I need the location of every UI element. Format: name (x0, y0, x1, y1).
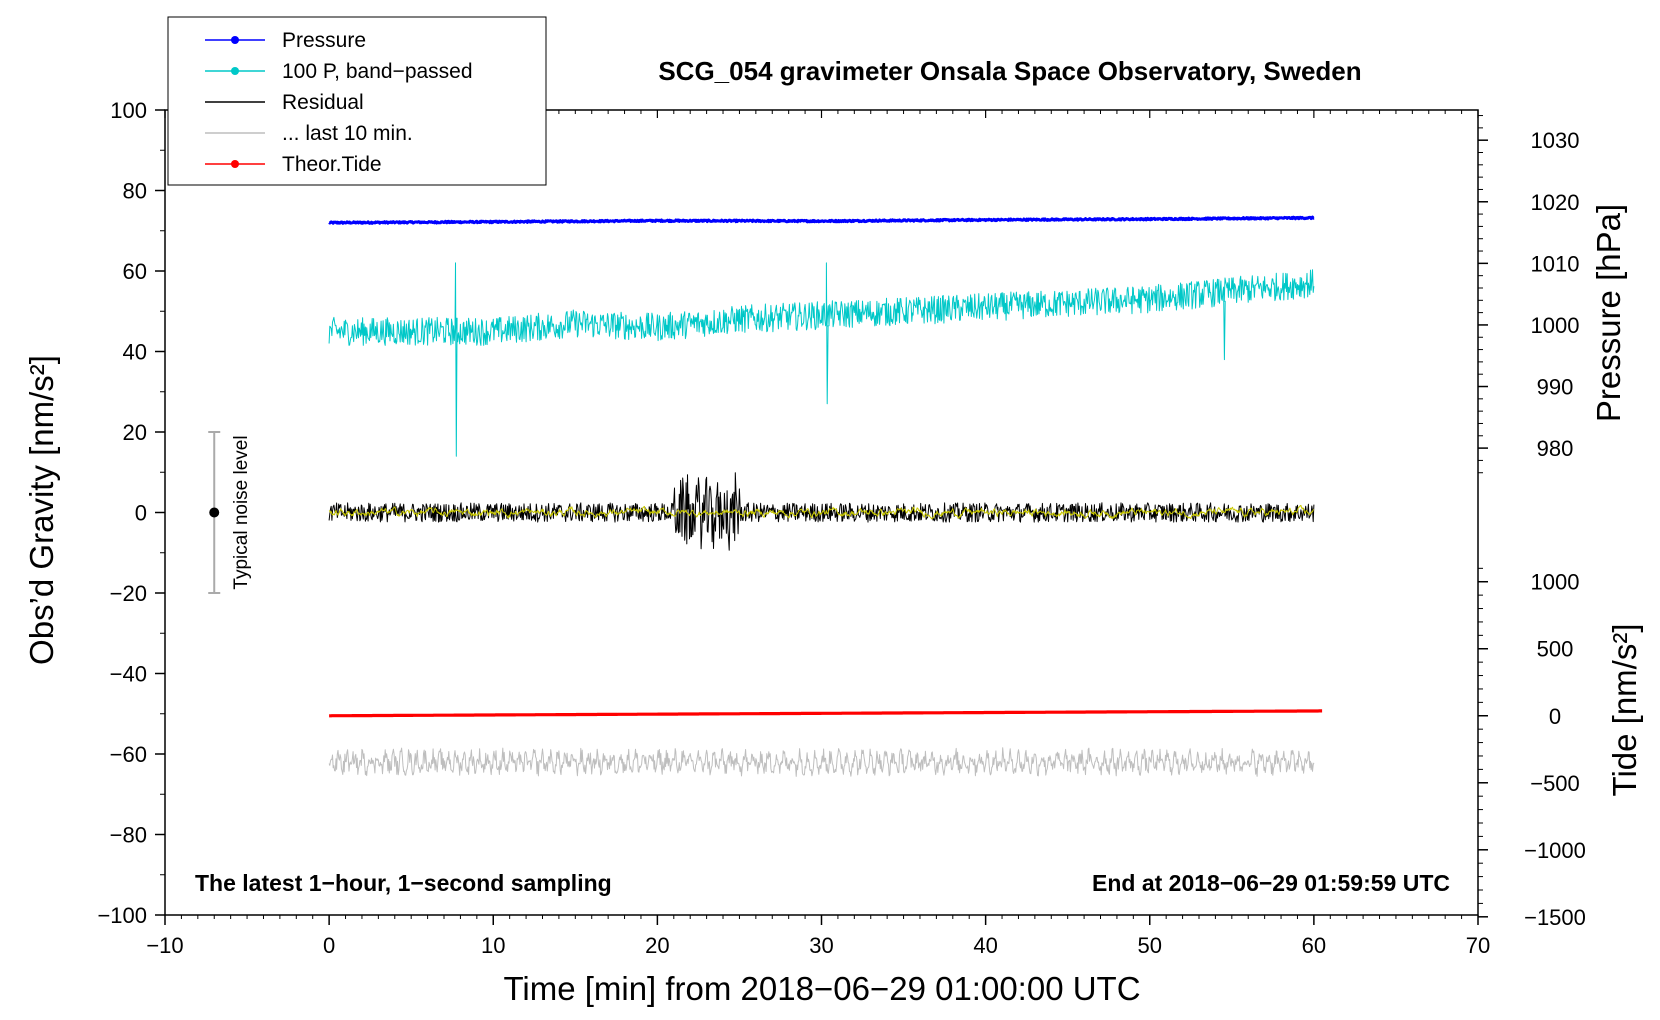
series-pressure-line (328, 215, 1315, 225)
legend-marker (231, 67, 239, 75)
legend-label: Theor.Tide (282, 153, 382, 176)
tide-tick-label: 500 (1537, 637, 1574, 662)
x-tick-label: 0 (323, 933, 335, 958)
pressure-tick-label: 1010 (1531, 251, 1580, 276)
pressure-tick-label: 1030 (1531, 128, 1580, 153)
legend-marker (231, 36, 239, 44)
x-axis-title: Time [min] from 2018−06−29 01:00:00 UTC (503, 970, 1140, 1007)
tide-tick-label: 0 (1549, 704, 1561, 729)
legend-label: 100 P, band−passed (282, 60, 473, 83)
legend-label: Residual (282, 91, 364, 114)
x-tick-label: 50 (1138, 933, 1162, 958)
tide-axis: 1000 500 0 −500 −1000 −1500 (1478, 567, 1586, 930)
y-axis-title: Obs’d Gravity [nm/s²] (23, 355, 60, 665)
x-tick-label: 30 (809, 933, 833, 958)
end-time-annotation: End at 2018−06−29 01:59:59 UTC (1092, 870, 1450, 896)
series-last-10-min-line (328, 747, 1315, 777)
y-tick-label: −40 (110, 662, 147, 687)
series-100-p-band-passed-line (328, 262, 1315, 457)
y-tick-label: 0 (135, 501, 147, 526)
x-tick-label: 40 (973, 933, 997, 958)
legend-box (167, 16, 547, 186)
y-tick-label: −60 (110, 742, 147, 767)
legend: Pressure 100 P, band−passed Residual ... la… (167, 16, 547, 186)
pressure-axis-title: Pressure [hPa] (1590, 204, 1627, 422)
series-group (328, 215, 1323, 777)
y-tick-label: −100 (97, 903, 147, 928)
x-tick-label: 70 (1466, 933, 1490, 958)
pressure-tick-label: 980 (1537, 436, 1574, 461)
legend-marker (231, 160, 239, 168)
y-tick-label: −80 (110, 823, 147, 848)
tide-tick-label: −500 (1530, 771, 1580, 796)
x-axis: −10 0 10 20 30 40 50 60 70 (146, 110, 1490, 958)
tide-tick-label: −1000 (1524, 838, 1586, 863)
chart-title: SCG_054 gravimeter Onsala Space Observat… (658, 56, 1361, 86)
tide-tick-label: −1500 (1524, 905, 1586, 930)
pressure-axis: 1030 1020 1010 1000 990 980 (1478, 115, 1580, 474)
tide-axis-title: Tide [nm/s²] (1606, 624, 1643, 797)
pressure-tick-label: 1000 (1531, 313, 1580, 338)
noise-bar-label: Typical noise level (231, 435, 252, 589)
noise-level-indicator: Typical noise level (208, 431, 252, 594)
pressure-tick-label: 990 (1537, 375, 1574, 400)
y-tick-label: 100 (110, 98, 147, 123)
x-tick-label: −10 (146, 933, 183, 958)
sampling-annotation: The latest 1−hour, 1−second sampling (195, 870, 612, 896)
series-theor-tide-line (328, 709, 1323, 718)
y-tick-label: 80 (123, 179, 147, 204)
legend-label: ... last 10 min. (282, 122, 413, 145)
noise-bar-center-dot (209, 507, 220, 518)
legend-label: Pressure (282, 29, 366, 52)
y-tick-label: −20 (110, 581, 147, 606)
x-tick-label: 20 (645, 933, 669, 958)
pressure-tick-label: 1020 (1531, 190, 1580, 215)
series-residual-smoothed-line (328, 504, 1315, 520)
x-tick-label: 10 (481, 933, 505, 958)
y-tick-label: 40 (123, 340, 147, 365)
x-tick-label: 60 (1302, 933, 1326, 958)
tide-tick-label: 1000 (1531, 570, 1580, 595)
y-axis-left: 100 80 60 40 20 0 −20 −40 −60 −80 −100 (97, 98, 165, 928)
y-tick-label: 20 (123, 420, 147, 445)
y-tick-label: 60 (123, 259, 147, 284)
